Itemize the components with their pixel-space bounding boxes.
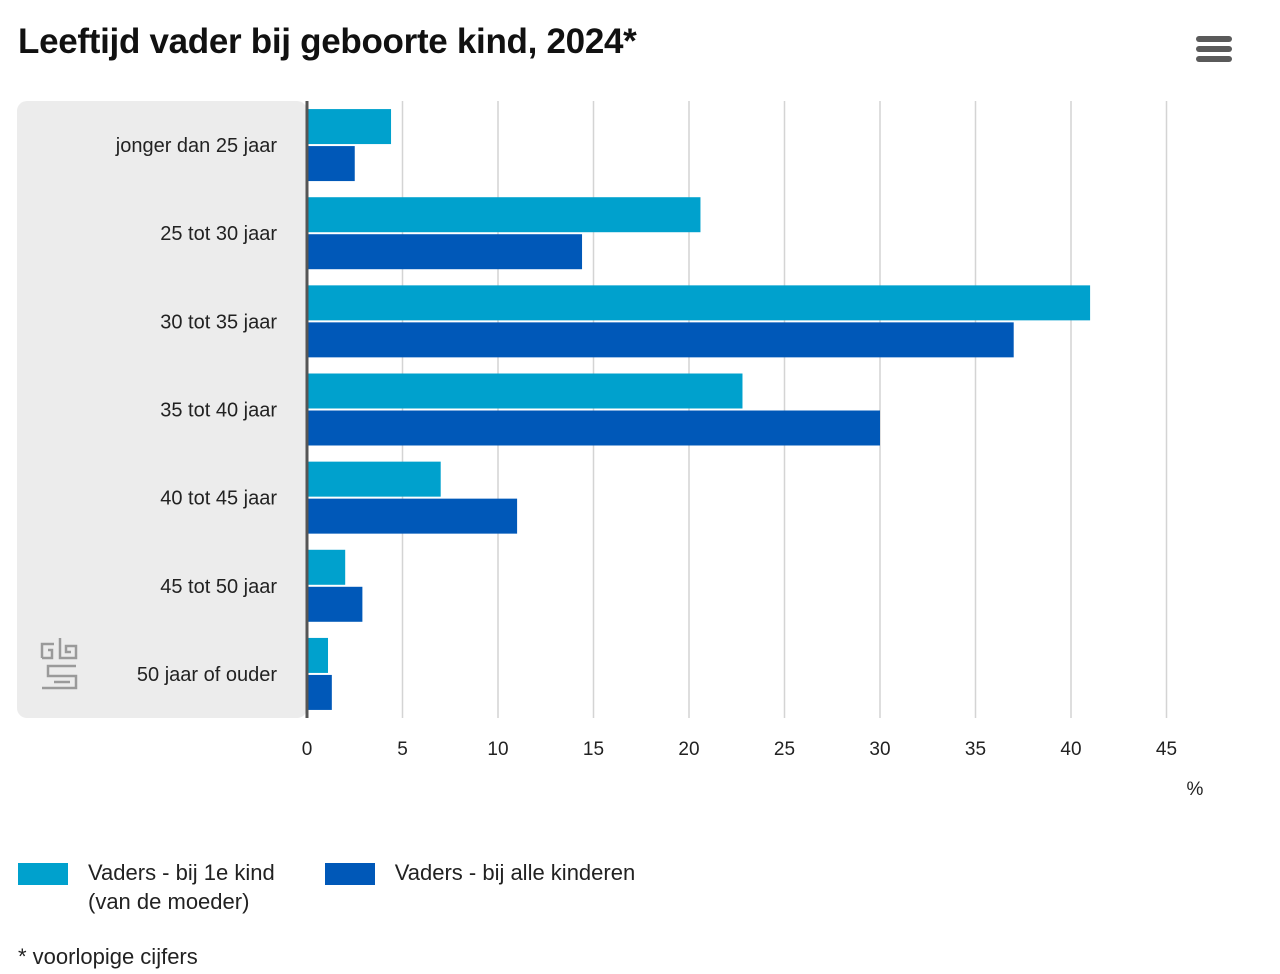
bar-chart: jonger dan 25 jaar 25 tot 30 jaar 30 tot 3… — [17, 101, 1204, 800]
x-tick-label: 0 — [302, 739, 313, 760]
bars — [307, 109, 1091, 710]
category-label: 50 jaar of ouder — [137, 664, 277, 686]
legend-swatch-first-child — [18, 863, 68, 885]
category-label: 30 tot 35 jaar — [160, 311, 277, 333]
bar-all-children — [307, 410, 880, 446]
category-label: 25 tot 30 jaar — [160, 223, 277, 245]
x-tick-label: 40 — [1060, 739, 1081, 760]
x-tick-label: 45 — [1156, 739, 1177, 760]
bar-all-children — [307, 234, 583, 270]
category-label-panel — [17, 101, 307, 718]
x-tick-label: 30 — [869, 739, 890, 760]
gridlines — [401, 101, 1168, 718]
bar-all-children — [307, 498, 518, 534]
legend-item-all-children: Vaders - bij alle kinderen — [324, 858, 636, 916]
bar-first-child — [307, 637, 329, 673]
bar-all-children — [307, 674, 332, 710]
footnote: * voorlopige cijfers — [18, 944, 198, 969]
legend-item-first-child: Vaders - bij 1e kind (van de moeder) — [18, 858, 275, 916]
hamburger-menu-icon[interactable] — [1196, 36, 1232, 68]
x-tick-label: 35 — [965, 739, 986, 760]
legend-swatch-all-children — [324, 863, 375, 885]
x-tick-label: 25 — [774, 739, 795, 760]
x-tick-labels: 0 5 10 15 20 25 30 35 40 45 — [302, 739, 1177, 760]
cbs-logo — [40, 638, 78, 690]
legend-label-first-child: Vaders - bij 1e kind (van de moeder) — [88, 860, 275, 914]
bar-all-children — [307, 146, 355, 182]
category-labels: jonger dan 25 jaar 25 tot 30 jaar 30 tot 3… — [115, 135, 278, 686]
bar-first-child — [307, 461, 441, 497]
bar-first-child — [307, 197, 701, 233]
bar-first-child — [307, 285, 1091, 321]
category-label: 40 tot 45 jaar — [160, 488, 277, 510]
category-label: 35 tot 40 jaar — [160, 400, 277, 422]
bar-all-children — [307, 586, 363, 622]
bar-first-child — [307, 373, 743, 409]
x-tick-label: 10 — [487, 739, 508, 760]
x-axis-unit-label: % — [1187, 779, 1204, 800]
category-label: 45 tot 50 jaar — [160, 576, 277, 598]
x-tick-label: 5 — [397, 739, 408, 760]
chart-title: Leeftijd vader bij geboorte kind, 2024* — [18, 22, 637, 61]
bar-all-children — [307, 322, 1014, 358]
legend: Vaders - bij 1e kind (van de moeder) Vad… — [18, 858, 685, 916]
legend-label-all-children: Vaders - bij alle kinderen — [394, 860, 636, 885]
bar-first-child — [307, 549, 346, 585]
category-label: jonger dan 25 jaar — [115, 135, 278, 157]
x-tick-label: 15 — [583, 739, 604, 760]
bar-first-child — [307, 109, 392, 145]
x-tick-label: 20 — [678, 739, 699, 760]
